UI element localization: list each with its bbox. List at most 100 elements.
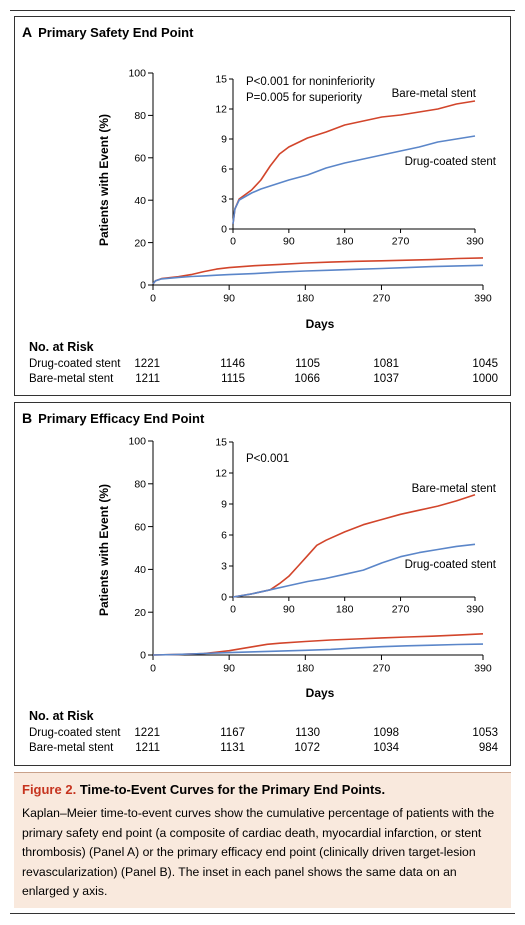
panel-a-frame bbox=[14, 16, 511, 396]
panel-b-main-series-drug-coated bbox=[152, 643, 484, 656]
panel-a-inset-x-tick-label: 180 bbox=[336, 236, 354, 248]
bottom-rule bbox=[10, 913, 515, 914]
risk-value: 1053 bbox=[472, 727, 498, 739]
panel-b-main-x-tick-label: 90 bbox=[223, 663, 235, 675]
panel-b-inset-y-tick-label: 0 bbox=[221, 592, 227, 604]
panel-b-main-y-tick-label: 20 bbox=[134, 607, 146, 619]
panel-b-inset-x-tick-label: 270 bbox=[392, 604, 410, 616]
panel-b-main-y-tick-label: 80 bbox=[134, 478, 146, 490]
risk-table-b-title: No. at Risk bbox=[29, 709, 94, 723]
panel-b-inset-x-tick-label: 390 bbox=[466, 604, 484, 616]
risk-value: 1066 bbox=[294, 373, 320, 385]
risk-value: 1034 bbox=[373, 742, 399, 754]
risk-value: 1130 bbox=[295, 727, 320, 739]
panel-a-inset-label-bare-metal: Bare-metal stent bbox=[392, 88, 477, 100]
panel-a-inset-y-tick-label: 15 bbox=[215, 74, 227, 86]
caption-title-text: Time-to-Event Curves for the Primary End… bbox=[79, 782, 386, 797]
risk-value: 1115 bbox=[221, 373, 245, 385]
panel-b-inset-annotation: P<0.001 bbox=[246, 453, 289, 465]
risk-value: 1131 bbox=[220, 742, 245, 754]
panel-b-x-axis-title: Days bbox=[306, 686, 335, 700]
risk-table-a-row-bare-metal: Bare-metal stent 1211 1115 1066 1037 100… bbox=[29, 373, 499, 387]
panel-b-main-y-tick-label: 60 bbox=[134, 521, 146, 533]
panel-b-inset-y-tick-label: 15 bbox=[215, 437, 227, 449]
risk-value: 1045 bbox=[472, 358, 498, 370]
panel-b-inset-y-tick-label: 6 bbox=[221, 530, 227, 542]
panel-a-inset-annotation: P<0.001 for noninferiority bbox=[246, 76, 375, 88]
panel-a-x-axis-title: Days bbox=[306, 317, 335, 331]
risk-value: 1211 bbox=[135, 373, 160, 385]
risk-row-label: Bare-metal stent bbox=[29, 373, 114, 385]
panel-b-main-y-tick-label: 100 bbox=[128, 436, 146, 448]
panel-b-inset-label-drug-coated: Drug-coated stent bbox=[405, 559, 497, 571]
risk-value: 1221 bbox=[134, 727, 160, 739]
panel-b-main-x-tick-label: 270 bbox=[373, 663, 391, 675]
risk-table-a-title: No. at Risk bbox=[29, 340, 94, 354]
caption-body: Kaplan–Meier time-to-event curves show t… bbox=[22, 806, 495, 898]
risk-value: 1167 bbox=[220, 727, 245, 739]
risk-value: 1211 bbox=[135, 742, 160, 754]
panel-a-main-y-tick-label: 80 bbox=[134, 110, 146, 122]
panel-a-inset-y-tick-label: 9 bbox=[221, 134, 227, 146]
panel-a-y-axis-title: Patients with Event (%) bbox=[97, 114, 111, 246]
panel-b-main-x-tick-label: 0 bbox=[150, 663, 156, 675]
panel-a-main-y-tick-label: 100 bbox=[128, 68, 146, 80]
panel-a-main-y-tick-label: 60 bbox=[134, 152, 146, 164]
panel-a-main-x-tick-label: 390 bbox=[474, 293, 492, 305]
panel-b-inset-label-bare-metal: Bare-metal stent bbox=[412, 483, 497, 495]
risk-value: 1221 bbox=[134, 358, 160, 370]
risk-value: 1037 bbox=[373, 373, 399, 385]
top-rule bbox=[10, 10, 515, 11]
panel-a-main-x-tick-label: 90 bbox=[223, 293, 235, 305]
panel-a-main-x-tick-label: 0 bbox=[150, 293, 156, 305]
risk-row-label: Drug-coated stent bbox=[29, 727, 121, 739]
risk-row-label: Bare-metal stent bbox=[29, 742, 114, 754]
panel-a-main-y-tick-label: 20 bbox=[134, 237, 146, 249]
panel-a-inset-series-drug-coated bbox=[232, 135, 476, 225]
panel-a-letter: A bbox=[22, 24, 33, 40]
panel-b-main-x-tick-label: 180 bbox=[297, 663, 315, 675]
risk-table-b-row-bare-metal: Bare-metal stent 1211 1131 1072 1034 984 bbox=[29, 742, 499, 756]
panel-b-main-x-tick-label: 390 bbox=[474, 663, 492, 675]
panel-b-inset-series-drug-coated bbox=[232, 543, 476, 598]
risk-value: 1000 bbox=[472, 373, 498, 385]
panel-b-main-y-tick-label: 40 bbox=[134, 564, 146, 576]
panel-a-title: A Primary Safety End Point bbox=[22, 24, 193, 40]
risk-value: 984 bbox=[478, 742, 498, 754]
panel-a-main-x-tick-label: 270 bbox=[373, 293, 391, 305]
risk-value: 1098 bbox=[373, 727, 399, 739]
panel-a-inset-x-tick-label: 90 bbox=[283, 236, 295, 248]
panel-a-inset-y-tick-label: 3 bbox=[221, 194, 227, 206]
panel-a-inset-series-bare-metal bbox=[232, 100, 476, 225]
panel-b-title-text: Primary Efficacy End Point bbox=[38, 411, 205, 426]
panel-b-frame bbox=[14, 402, 511, 766]
panel-a-inset-y-tick-label: 6 bbox=[221, 164, 227, 176]
panel-a-inset-x-tick-label: 390 bbox=[466, 236, 484, 248]
caption-title: Figure 2. Time-to-Event Curves for the P… bbox=[22, 782, 385, 797]
risk-value: 1146 bbox=[220, 358, 245, 370]
panel-a-main-y-tick-label: 0 bbox=[140, 280, 146, 292]
panel-a-inset-x-tick-label: 0 bbox=[230, 236, 236, 248]
risk-table-a-row-drug-coated: Drug-coated stent 1221 1146 1105 1081 10… bbox=[29, 358, 499, 372]
panel-b-inset-x-tick-label: 90 bbox=[283, 604, 295, 616]
panel-b-inset-y-tick-label: 12 bbox=[215, 468, 227, 480]
panel-b-inset-x-tick-label: 0 bbox=[230, 604, 236, 616]
panel-b-letter: B bbox=[22, 410, 33, 426]
panel-b-main-y-tick-label: 0 bbox=[140, 650, 146, 662]
panel-a-inset-y-tick-label: 0 bbox=[221, 224, 227, 236]
panel-b-inset-y-tick-label: 9 bbox=[221, 499, 227, 511]
risk-table-b-row-drug-coated: Drug-coated stent 1221 1167 1130 1098 10… bbox=[29, 727, 499, 741]
risk-value: 1081 bbox=[373, 358, 399, 370]
caption-figure-label: Figure 2. bbox=[22, 782, 77, 797]
panel-a-inset-annotation: P=0.005 for superiority bbox=[246, 92, 362, 104]
panel-b-inset-x-tick-label: 180 bbox=[336, 604, 354, 616]
panel-b-y-axis-title: Patients with Event (%) bbox=[97, 484, 111, 616]
panel-a-inset-label-drug-coated: Drug-coated stent bbox=[405, 156, 497, 168]
panel-a-main-y-tick-label: 40 bbox=[134, 195, 146, 207]
panel-a-main-series-drug-coated bbox=[152, 264, 484, 285]
panel-a-inset-y-tick-label: 12 bbox=[215, 104, 227, 116]
panel-a-inset-x-tick-label: 270 bbox=[392, 236, 410, 248]
panel-b-title: B Primary Efficacy End Point bbox=[22, 410, 204, 426]
panel-b-inset-y-tick-label: 3 bbox=[221, 561, 227, 573]
